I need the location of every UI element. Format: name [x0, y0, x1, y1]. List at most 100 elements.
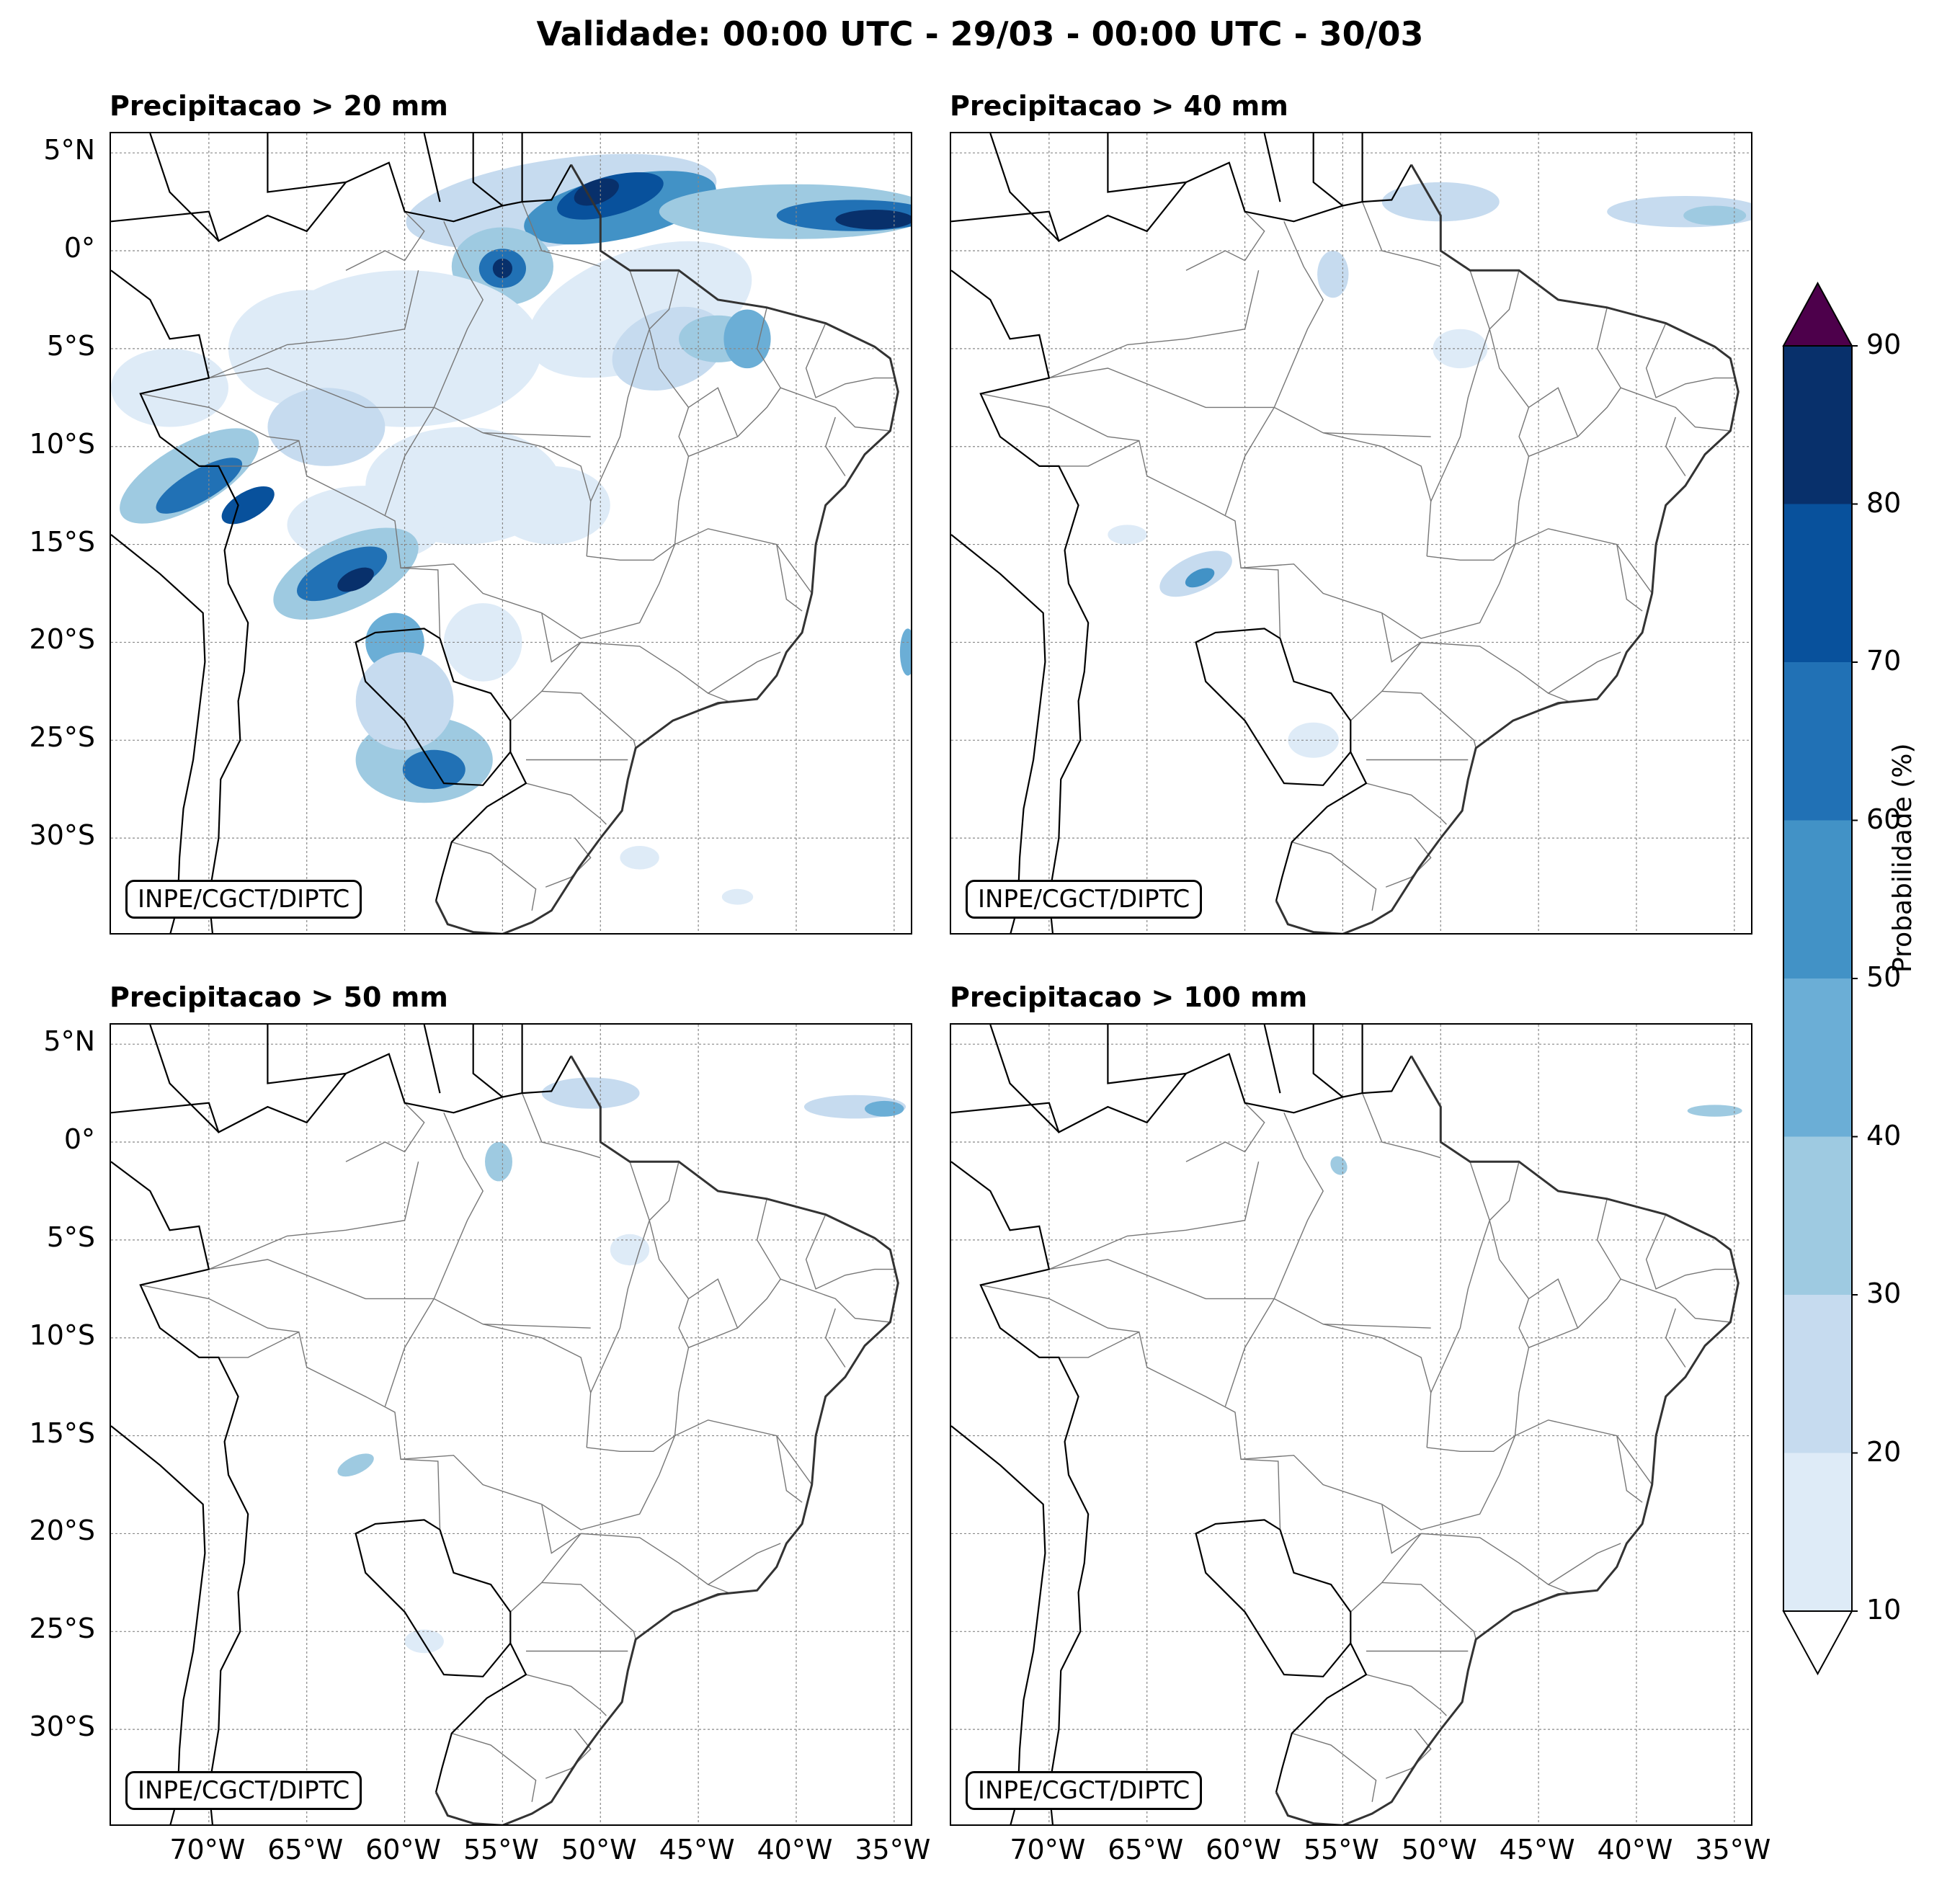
latitude-tick-label: 30°S: [29, 1711, 95, 1743]
state-border: [805, 323, 896, 398]
country-border: [355, 628, 512, 786]
country-border: [989, 133, 1060, 242]
colorbar-tick-label: 70: [1866, 645, 1902, 677]
longitude-tick-label: 40°W: [757, 1834, 833, 1865]
state-border: [1361, 1092, 1441, 1159]
state-border: [541, 612, 781, 694]
country-border: [989, 1025, 1060, 1133]
state-border: [980, 1284, 1139, 1333]
state-border: [1241, 563, 1383, 614]
state-border: [776, 1435, 803, 1503]
state-border: [1366, 1674, 1447, 1716]
state-border: [401, 563, 543, 614]
state-border: [525, 1674, 607, 1716]
precip-blob: [610, 1234, 650, 1266]
state-border: [509, 641, 582, 721]
state-border: [384, 1298, 435, 1407]
credit-label: INPE/CGCT/DIPTC: [966, 1771, 1203, 1810]
state-border: [541, 1582, 636, 1640]
state-border: [1350, 1533, 1422, 1613]
state-border: [208, 270, 419, 379]
colorbar-tick-label: 60: [1866, 803, 1902, 835]
map-canvas: [111, 133, 911, 933]
colorbar-label: Probabilidade (%): [1888, 743, 1917, 973]
state-border: [509, 1533, 582, 1613]
country-borders: [951, 133, 1412, 933]
state-border: [541, 690, 636, 749]
state-border: [451, 841, 537, 911]
state-border: [1381, 543, 1517, 639]
country-border: [111, 1161, 249, 1824]
country-border: [951, 1425, 1046, 1824]
state-border: [216, 1331, 441, 1530]
precip-blob: [899, 628, 911, 676]
country-border: [1275, 752, 1368, 901]
state-border: [1489, 270, 1530, 437]
map-panel-100mm: INPE/CGCT/DIPTC: [950, 1023, 1752, 1826]
state-border: [433, 1113, 484, 1299]
state-borders: [140, 1053, 896, 1802]
panel-title-20mm: Precipitacao > 20 mm: [110, 90, 448, 122]
state-border: [1381, 690, 1476, 749]
precip-blob: [1683, 205, 1747, 226]
state-border: [483, 432, 592, 501]
panel-title-50mm: Precipitacao > 50 mm: [110, 981, 448, 1013]
precip-blob: [296, 546, 388, 602]
state-border: [208, 1162, 419, 1270]
longitude-tick-label: 55°W: [1303, 1834, 1379, 1865]
precip-blob: [1433, 329, 1488, 369]
latitude-tick-label: 0°: [63, 1123, 95, 1156]
longitude-tick-label: 70°W: [169, 1834, 246, 1865]
state-border: [674, 1347, 813, 1485]
gridlines: [951, 1025, 1751, 1824]
country-border: [1195, 628, 1352, 786]
latitude-tick-label: 20°S: [29, 1515, 95, 1547]
credit-label: INPE/CGCT/DIPTC: [966, 880, 1203, 919]
longitude-tick-label: 45°W: [1499, 1834, 1575, 1865]
state-border: [678, 1198, 782, 1349]
state-border: [541, 1504, 781, 1585]
gridlines: [111, 1025, 911, 1824]
state-border: [688, 387, 739, 437]
latitude-tick-label: 0°: [63, 232, 95, 264]
lagoon-outline: [545, 837, 592, 888]
state-border: [1616, 1435, 1643, 1503]
latitude-tick-label: 15°S: [29, 1417, 95, 1449]
precip-blob: [337, 567, 374, 592]
state-border: [1323, 1324, 1432, 1393]
longitude-tick-label: 35°W: [855, 1834, 931, 1865]
state-border: [1185, 1053, 1265, 1162]
precip-blob: [835, 210, 911, 230]
country-border: [267, 133, 347, 193]
precip-blob: [337, 1453, 374, 1477]
state-border: [451, 1732, 537, 1802]
latitude-tick-label: 25°S: [29, 1613, 95, 1645]
country-border: [423, 1025, 441, 1094]
precip-blob: [1317, 251, 1349, 298]
country-border: [951, 534, 1046, 933]
state-border: [1665, 1308, 1686, 1368]
precip-blob: [111, 348, 228, 427]
precip-blob: [1330, 1156, 1348, 1175]
state-border: [1426, 1161, 1490, 1448]
state-border: [1361, 201, 1441, 267]
state-border: [1645, 323, 1737, 398]
state-border: [1056, 440, 1281, 639]
state-border: [1620, 1278, 1731, 1323]
state-border: [1514, 456, 1653, 594]
colorbar-tick-label: 80: [1866, 486, 1902, 519]
state-border: [780, 387, 891, 432]
coastline: [435, 164, 899, 933]
map-panel-40mm: INPE/CGCT/DIPTC: [950, 132, 1752, 935]
state-border: [1048, 1259, 1431, 1329]
state-border: [1381, 1504, 1621, 1585]
longitude-tick-label: 50°W: [1401, 1834, 1477, 1865]
latitude-tick-label: 10°S: [29, 427, 95, 460]
coastline: [1275, 164, 1740, 933]
precip-blob: [865, 1100, 904, 1117]
state-border: [649, 270, 690, 437]
latitude-tick-label: 5°N: [43, 1025, 95, 1058]
colorbar-segment: [1783, 1136, 1852, 1295]
state-border: [1381, 1434, 1517, 1530]
latitude-tick-label: 5°N: [43, 134, 95, 166]
